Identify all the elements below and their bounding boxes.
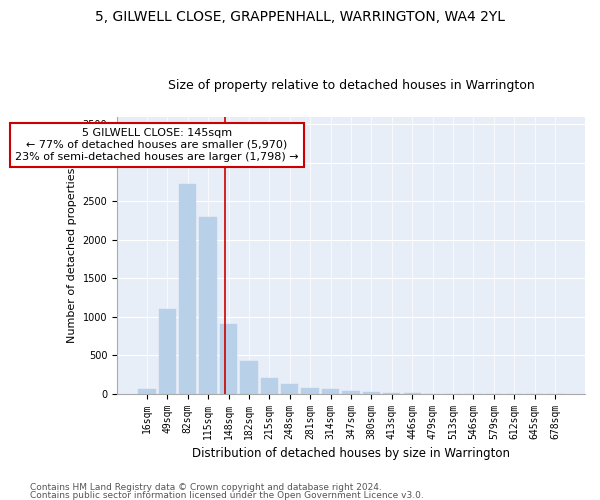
Text: 5, GILWELL CLOSE, GRAPPENHALL, WARRINGTON, WA4 2YL: 5, GILWELL CLOSE, GRAPPENHALL, WARRINGTO… [95,10,505,24]
Bar [179,184,196,394]
Text: Contains public sector information licensed under the Open Government Licence v3: Contains public sector information licen… [30,490,424,500]
Title: Size of property relative to detached houses in Warrington: Size of property relative to detached ho… [167,79,535,92]
X-axis label: Distribution of detached houses by size in Warrington: Distribution of detached houses by size … [192,447,510,460]
Bar [158,309,176,394]
Y-axis label: Number of detached properties: Number of detached properties [67,168,77,343]
Bar [301,388,319,394]
Bar [383,393,400,394]
Bar [362,392,380,394]
Bar [260,378,278,394]
Bar [342,392,359,394]
Bar [199,217,217,394]
Bar [322,390,339,394]
Bar [281,384,298,394]
Bar [220,324,237,394]
Text: 5 GILWELL CLOSE: 145sqm
← 77% of detached houses are smaller (5,970)
23% of semi: 5 GILWELL CLOSE: 145sqm ← 77% of detache… [15,128,299,162]
Text: Contains HM Land Registry data © Crown copyright and database right 2024.: Contains HM Land Registry data © Crown c… [30,484,382,492]
Bar [138,390,155,394]
Bar [240,362,257,394]
